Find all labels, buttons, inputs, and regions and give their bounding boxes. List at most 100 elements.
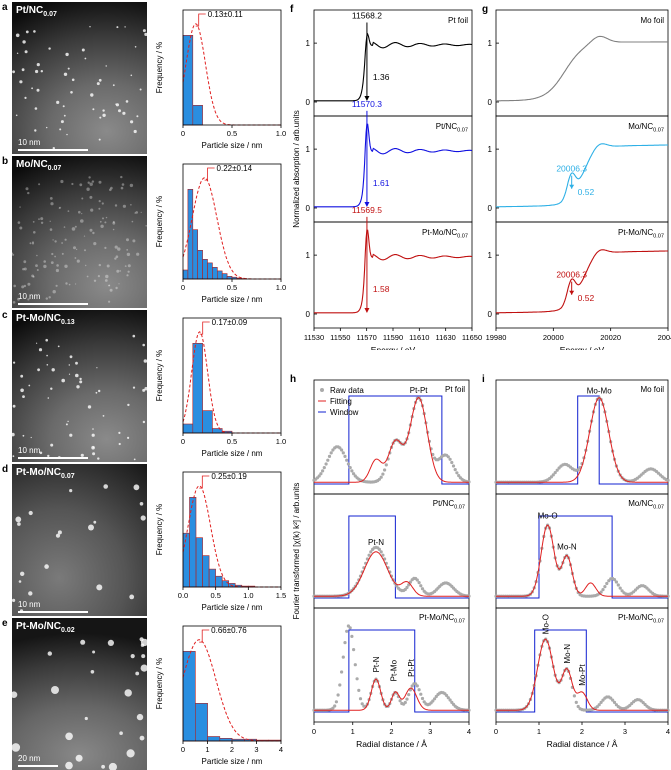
tem-sample-label: Pt/NC0.07 — [16, 5, 57, 18]
x-tick-label: 11650 — [462, 333, 482, 342]
histogram-bar — [183, 533, 190, 587]
white-line-intensity-label: 1.58 — [373, 284, 390, 294]
panel-letter-b: b — [2, 156, 8, 167]
xanes-frame — [314, 222, 472, 328]
y-tick-label: 1 — [306, 251, 311, 260]
x-tick-label: 0 — [181, 745, 185, 754]
scale-bar — [18, 149, 88, 151]
histogram-bar — [203, 259, 208, 279]
tem-sample-label: Pt-Mo/NC0.13 — [16, 313, 75, 326]
panel-letter-a: a — [2, 2, 8, 13]
x-axis-label: Energy / eV — [371, 345, 416, 350]
y-tick-label: 0 — [488, 204, 493, 213]
raw-data-point — [338, 683, 341, 686]
histogram-bar — [203, 411, 213, 433]
x-tick-label: 20020 — [600, 333, 621, 342]
x-tick-label: 0 — [181, 129, 185, 138]
sample-name: Mo/NC0.07 — [628, 122, 664, 133]
y-tick-label: 1 — [488, 145, 493, 154]
panel-letter-g: g — [482, 4, 488, 15]
raw-data-point — [354, 663, 357, 666]
histogram-bar — [183, 35, 193, 125]
exafs-frame — [496, 494, 668, 608]
raw-data-point — [615, 580, 618, 583]
sample-name: Pt-Mo/NC0.07 — [618, 228, 664, 239]
histogram-bar — [195, 703, 207, 741]
xanes-curve — [314, 34, 472, 101]
sample-name: Mo foil — [640, 385, 664, 394]
x-tick-label: 1 — [205, 745, 209, 754]
exafs-frame — [496, 380, 668, 494]
bond-label: Mo-N — [557, 543, 577, 552]
xanes-curve — [496, 36, 668, 100]
raw-data-point — [416, 578, 419, 581]
edge-energy-label: 11570.3 — [352, 99, 382, 109]
bond-label: Pt-Mo — [389, 659, 398, 681]
size-annotation-line — [199, 630, 209, 642]
scale-bar — [18, 765, 58, 767]
raw-data-point — [345, 459, 348, 462]
xanes-curve — [496, 144, 668, 207]
scale-bar-label: 10 nm — [18, 600, 40, 609]
raw-data-point — [416, 684, 419, 687]
scale-bar-label: 20 nm — [18, 754, 40, 763]
x-tick-label: 0 — [181, 437, 185, 446]
raw-data-point — [419, 584, 422, 587]
histogram-bar — [203, 556, 210, 587]
legend-raw-label: Raw data — [330, 386, 364, 395]
panel-letter-e: e — [2, 618, 8, 629]
raw-data-point — [343, 641, 346, 644]
raw-data-point — [619, 587, 622, 590]
legend-raw-marker — [320, 388, 324, 392]
raw-data-point — [337, 693, 340, 696]
x-axis-label: Particle size / nm — [202, 295, 263, 304]
raw-data-point — [421, 697, 424, 700]
histogram-bar — [188, 189, 193, 279]
x-tick-label: 4 — [467, 727, 471, 736]
tem-sample-label: Pt-Mo/NC0.02 — [16, 621, 75, 634]
histogram-bar — [208, 263, 213, 279]
nanoparticle-dots — [12, 310, 147, 462]
x-tick-label: 1.0 — [276, 283, 286, 292]
raw-data-point — [666, 479, 669, 482]
raw-data-point — [349, 626, 352, 629]
histogram-bar — [198, 250, 203, 279]
raw-data-point — [330, 451, 333, 454]
raw-data-point — [407, 693, 410, 696]
exafs-frame — [314, 494, 469, 608]
raw-data-point — [380, 476, 383, 479]
x-tick-label: 4 — [666, 727, 670, 736]
y-tick-label: 1 — [306, 145, 311, 154]
x-tick-label: 11530 — [304, 333, 324, 342]
size-label: 0.25±0.19 — [211, 472, 247, 481]
panel-letter-c: c — [2, 310, 8, 321]
raw-data-point — [575, 701, 578, 704]
x-tick-label: 0.5 — [227, 437, 237, 446]
panel-letter-f: f — [290, 4, 294, 15]
histogram-bar — [193, 343, 203, 433]
y-axis-label: Frequency / % — [155, 42, 164, 94]
size-label: 0.66±0.76 — [211, 626, 247, 635]
tem-image-e: Pt-Mo/NC0.02 20 nm — [12, 618, 147, 770]
raw-data-point — [418, 581, 421, 584]
x-tick-label: 1.5 — [276, 591, 286, 600]
bond-label: Mo-N — [563, 644, 572, 664]
x-tick-label: 19980 — [486, 333, 507, 342]
raw-data-point — [381, 473, 384, 476]
raw-data-point — [605, 582, 608, 585]
raw-data-point — [328, 455, 331, 458]
bond-label: Mo-Pt — [578, 664, 587, 686]
x-tick-label: 1 — [537, 727, 541, 736]
raw-data-point — [418, 688, 421, 691]
scale-bar — [18, 611, 88, 613]
y-axis-label: Fourier transformed [χ(k) k²] / arb.unit… — [292, 483, 301, 620]
y-tick-label: 0 — [306, 98, 311, 107]
